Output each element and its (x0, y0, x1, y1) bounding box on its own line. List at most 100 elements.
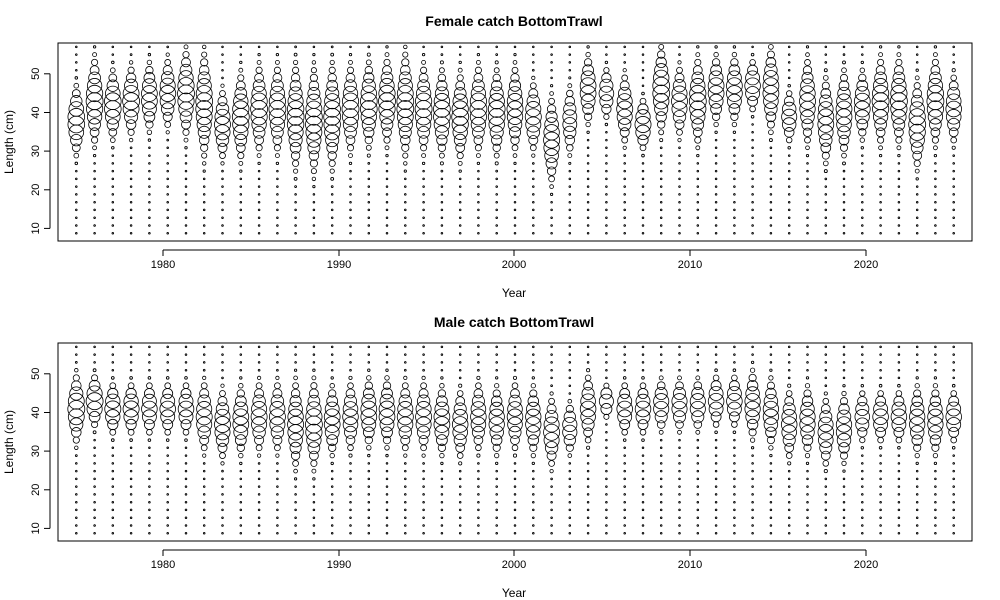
bubble-point (733, 508, 736, 512)
bubble-point (422, 185, 425, 188)
bubble-point (328, 159, 336, 167)
bubble-point (806, 361, 809, 364)
bubble-point (586, 368, 591, 373)
bubble-point (162, 388, 174, 399)
bubble-point (805, 145, 810, 151)
bubble-point (708, 401, 724, 417)
bubble-point (93, 361, 96, 364)
bubble-point (951, 145, 956, 150)
bubble-point (897, 383, 901, 388)
bubble-point (861, 200, 864, 204)
bubble-point (184, 177, 188, 181)
bubble-point (310, 168, 317, 175)
bubble-point (586, 154, 590, 157)
bubble-point (550, 53, 553, 56)
bubble-point (111, 169, 115, 173)
bubble-point (251, 85, 267, 102)
bubble-point (787, 53, 791, 56)
bubble-point (689, 400, 706, 418)
bubble-point (111, 162, 115, 165)
bubble-point (93, 446, 96, 450)
bubble-point (129, 146, 133, 150)
bubble-point (605, 193, 608, 196)
bubble-point (860, 146, 864, 150)
bubble-point (125, 72, 137, 84)
bubble-point (510, 388, 520, 399)
bubble-point (221, 177, 224, 181)
bubble-point (910, 94, 924, 108)
bubble-point (148, 368, 151, 372)
x-tick-label: 2020 (854, 559, 878, 571)
bubble-point (896, 52, 902, 58)
bubble-point (804, 136, 811, 144)
bubble-point (327, 150, 337, 161)
bubble-point (71, 143, 81, 153)
bubble-point (623, 208, 626, 212)
bubble-point (202, 469, 206, 473)
bubble-point (349, 177, 352, 181)
bubble-point (346, 144, 355, 152)
bubble-point (586, 200, 590, 204)
bubble-point (824, 177, 828, 181)
bubble-point (288, 432, 303, 448)
bubble-point (932, 452, 939, 459)
bubble-point (891, 401, 907, 417)
bubble-point (532, 361, 535, 364)
bubble-point (952, 208, 955, 212)
bubble-point (543, 423, 561, 441)
bubble-point (623, 462, 626, 465)
bubble-point (751, 524, 754, 527)
bubble-point (400, 435, 411, 446)
bubble-point (111, 477, 115, 481)
bubble-point (641, 446, 645, 450)
bubble-point (890, 84, 908, 103)
chart-title-female: Female catch BottomTrawl (425, 13, 602, 29)
bubble-point (257, 345, 261, 349)
bubble-point (733, 345, 736, 349)
bubble-point (641, 169, 645, 173)
bubble-point (383, 58, 391, 66)
bubble-point (562, 416, 578, 433)
bubble-point (491, 434, 503, 446)
bubble-point (367, 361, 371, 364)
x-tick-label: 2010 (678, 259, 702, 271)
bubble-point (289, 79, 302, 92)
bubble-point (440, 216, 444, 219)
bubble-point (897, 477, 901, 481)
bubble-point (294, 200, 297, 204)
bubble-point (214, 108, 231, 125)
bubble-point (349, 500, 352, 504)
bubble-point (550, 61, 553, 64)
bubble-point (618, 86, 632, 101)
bubble-point (787, 361, 791, 364)
bubble-point (458, 500, 462, 504)
bubble-point (477, 524, 480, 527)
bubble-point (257, 368, 261, 372)
bubble-point (895, 390, 903, 397)
bubble-point (707, 392, 725, 410)
bubble-point (92, 153, 97, 158)
bubble-point (148, 185, 151, 188)
bubble-point (93, 469, 96, 473)
bubble-point (751, 469, 754, 473)
bubble-point (239, 500, 243, 504)
bubble-point (476, 375, 481, 380)
bubble-point (104, 100, 122, 118)
bubble-point (513, 485, 517, 488)
bubble-point (769, 154, 773, 157)
bubble-point (270, 394, 285, 408)
bubble-point (915, 493, 919, 496)
bubble-point (948, 127, 959, 138)
bubble-point (842, 469, 846, 473)
bubble-point (787, 154, 791, 157)
bubble-point (382, 65, 392, 76)
bubble-point (763, 70, 779, 86)
bubble-point (506, 100, 524, 118)
bubble-point (950, 136, 957, 144)
bubble-point (952, 531, 955, 535)
bubble-point (420, 144, 428, 152)
bubble-point (342, 401, 359, 417)
bubble-point (234, 395, 247, 408)
bubble-point (714, 368, 718, 372)
bubble-point (74, 445, 79, 450)
